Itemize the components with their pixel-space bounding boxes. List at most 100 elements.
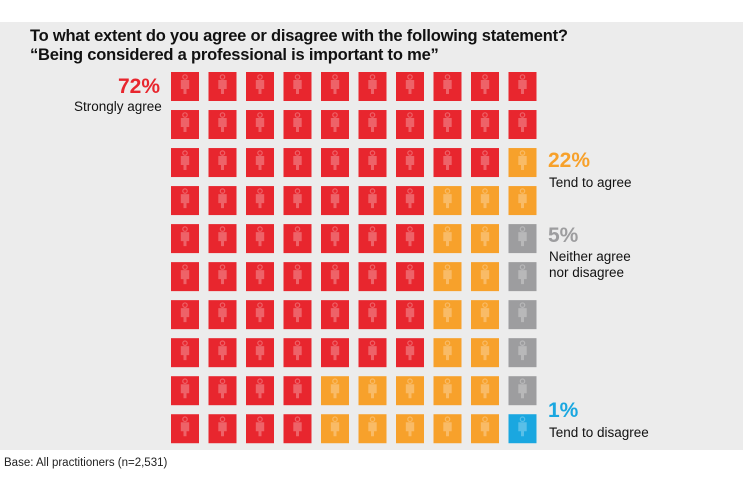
waffle-cell: [471, 72, 499, 101]
waffle-cell: [246, 338, 274, 368]
waffle-cell: [396, 338, 424, 368]
waffle-cell: [396, 72, 424, 101]
waffle-cell: [508, 376, 537, 406]
waffle-cell: [396, 262, 424, 292]
waffle-cell: [246, 300, 274, 330]
waffle-cell: [508, 338, 537, 368]
waffle-cell: [208, 300, 237, 330]
waffle-cell: [171, 110, 199, 140]
chart-title-line-2: “Being considered a professional is impo…: [30, 46, 439, 64]
waffle-cell: [321, 148, 349, 178]
tend-to-agree-label: Tend to agree: [549, 175, 632, 190]
waffle-cell: [471, 338, 499, 368]
tend-to-disagree-percent: 1%: [548, 399, 579, 422]
waffle-cell: [283, 72, 312, 101]
waffle-cell: [321, 72, 349, 101]
waffle-cell: [396, 414, 424, 444]
waffle-cell: [283, 148, 312, 178]
waffle-cell: [508, 300, 537, 330]
waffle-cell: [433, 376, 462, 406]
waffle-cell: [508, 148, 537, 178]
waffle-cell: [508, 414, 537, 444]
waffle-cell: [171, 376, 199, 406]
waffle-cell: [358, 300, 387, 330]
waffle-cell: [358, 376, 387, 406]
waffle-cell: [171, 262, 199, 292]
waffle-cell: [396, 148, 424, 178]
neither-label-line-2: nor disagree: [549, 265, 625, 280]
strongly-agree-percent: 72%: [118, 75, 161, 98]
waffle-cell: [246, 72, 274, 101]
waffle-cell: [246, 186, 274, 216]
waffle-cell: [283, 414, 312, 444]
waffle-cell: [396, 110, 424, 140]
neither-percent: 5%: [548, 224, 579, 247]
waffle-cell: [471, 110, 499, 140]
tend-to-disagree-label: Tend to disagree: [549, 425, 649, 440]
waffle-cell: [358, 414, 387, 444]
waffle-cell: [321, 300, 349, 330]
waffle-cell: [358, 110, 387, 140]
waffle-cell: [208, 72, 237, 101]
waffle-cell: [508, 186, 537, 216]
waffle-cell: [283, 224, 312, 254]
waffle-cell: [246, 224, 274, 254]
waffle-cell: [508, 224, 537, 254]
waffle-cell: [396, 300, 424, 330]
waffle-cell: [208, 338, 237, 368]
strongly-agree-label: Strongly agree: [74, 99, 162, 114]
waffle-cell: [246, 376, 274, 406]
waffle-cell: [321, 224, 349, 254]
waffle-cell: [358, 148, 387, 178]
waffle-cell: [508, 262, 537, 292]
waffle-cell: [321, 262, 349, 292]
waffle-cell: [208, 148, 237, 178]
waffle-cell: [246, 414, 274, 444]
waffle-cell: [358, 72, 387, 101]
waffle-cell: [471, 300, 499, 330]
waffle-cell: [433, 300, 462, 330]
waffle-cell: [433, 110, 462, 140]
waffle-cell: [358, 338, 387, 368]
waffle-cell: [358, 186, 387, 216]
waffle-cell: [321, 376, 349, 406]
waffle-cell: [208, 376, 237, 406]
waffle-cell: [171, 414, 199, 444]
waffle-cell: [471, 186, 499, 216]
waffle-cell: [246, 110, 274, 140]
waffle-cell: [396, 224, 424, 254]
waffle-cell: [171, 338, 199, 368]
waffle-cell: [283, 186, 312, 216]
waffle-cell: [208, 414, 237, 444]
waffle-cell: [508, 72, 537, 101]
waffle-cell: [433, 262, 462, 292]
waffle-cell: [283, 300, 312, 330]
waffle-cell: [471, 224, 499, 254]
waffle-cell: [433, 414, 462, 444]
waffle-cell: [508, 110, 537, 140]
waffle-cell: [396, 186, 424, 216]
waffle-cell: [321, 414, 349, 444]
waffle-cell: [283, 262, 312, 292]
waffle-cell: [246, 148, 274, 178]
waffle-cell: [471, 414, 499, 444]
waffle-cell: [171, 72, 199, 101]
waffle-cell: [246, 262, 274, 292]
waffle-cell: [358, 262, 387, 292]
waffle-cell: [433, 72, 462, 101]
waffle-cell: [433, 224, 462, 254]
waffle-cell: [171, 186, 199, 216]
waffle-cell: [283, 110, 312, 140]
waffle-cell: [321, 110, 349, 140]
waffle-cell: [171, 300, 199, 330]
neither-label-line-1: Neither agree: [549, 249, 631, 264]
tend-to-agree-percent: 22%: [548, 149, 591, 172]
waffle-cell: [471, 262, 499, 292]
waffle-cell: [171, 224, 199, 254]
waffle-cell: [283, 376, 312, 406]
waffle-cell: [433, 148, 462, 178]
waffle-cell: [171, 148, 199, 178]
waffle-cell: [208, 186, 237, 216]
waffle-cell: [321, 338, 349, 368]
base-footnote: Base: All practitioners (n=2,531): [4, 457, 168, 469]
